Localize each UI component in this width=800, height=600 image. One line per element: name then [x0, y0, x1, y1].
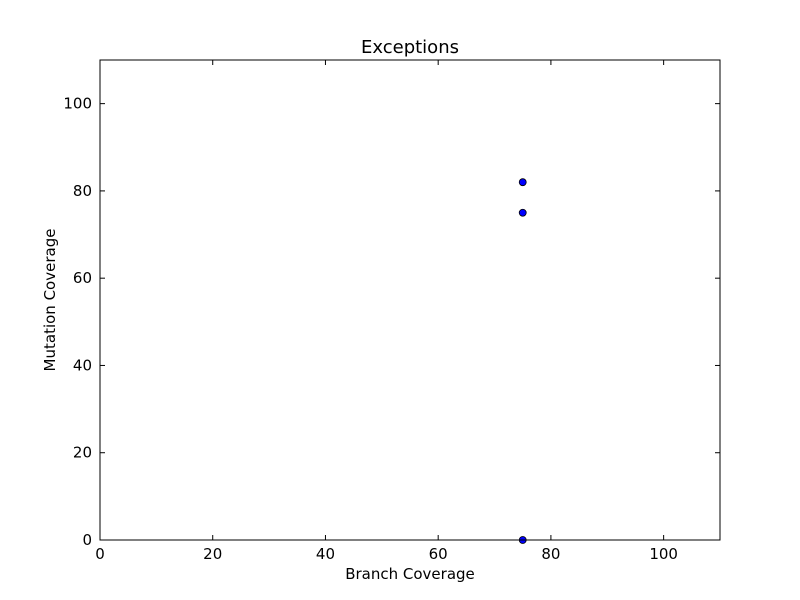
y-tick-label: 40: [73, 356, 92, 374]
x-tick-label: 0: [95, 545, 105, 563]
scatter-point: [518, 208, 527, 217]
chart-title: Exceptions: [361, 37, 459, 58]
x-axis-label: Branch Coverage: [345, 565, 475, 583]
y-tick-label: 0: [82, 531, 92, 549]
plot-area-frame: [99, 59, 721, 541]
axis-ticks: 0 20 40 60 80 100 0 20 40 60 80 100: [63, 60, 720, 563]
x-tick-label: 100: [649, 545, 678, 563]
x-tick-label: 40: [316, 545, 335, 563]
y-tick-label: 60: [73, 269, 92, 287]
y-tick-label: 20: [73, 444, 92, 462]
scatter-point: [518, 178, 527, 187]
x-tick-label: 80: [541, 545, 560, 563]
x-tick-label: 60: [429, 545, 448, 563]
y-tick-label: 100: [63, 95, 92, 113]
y-tick-label: 80: [73, 182, 92, 200]
y-axis-label: Mutation Coverage: [41, 229, 59, 372]
x-tick-label: 20: [203, 545, 222, 563]
